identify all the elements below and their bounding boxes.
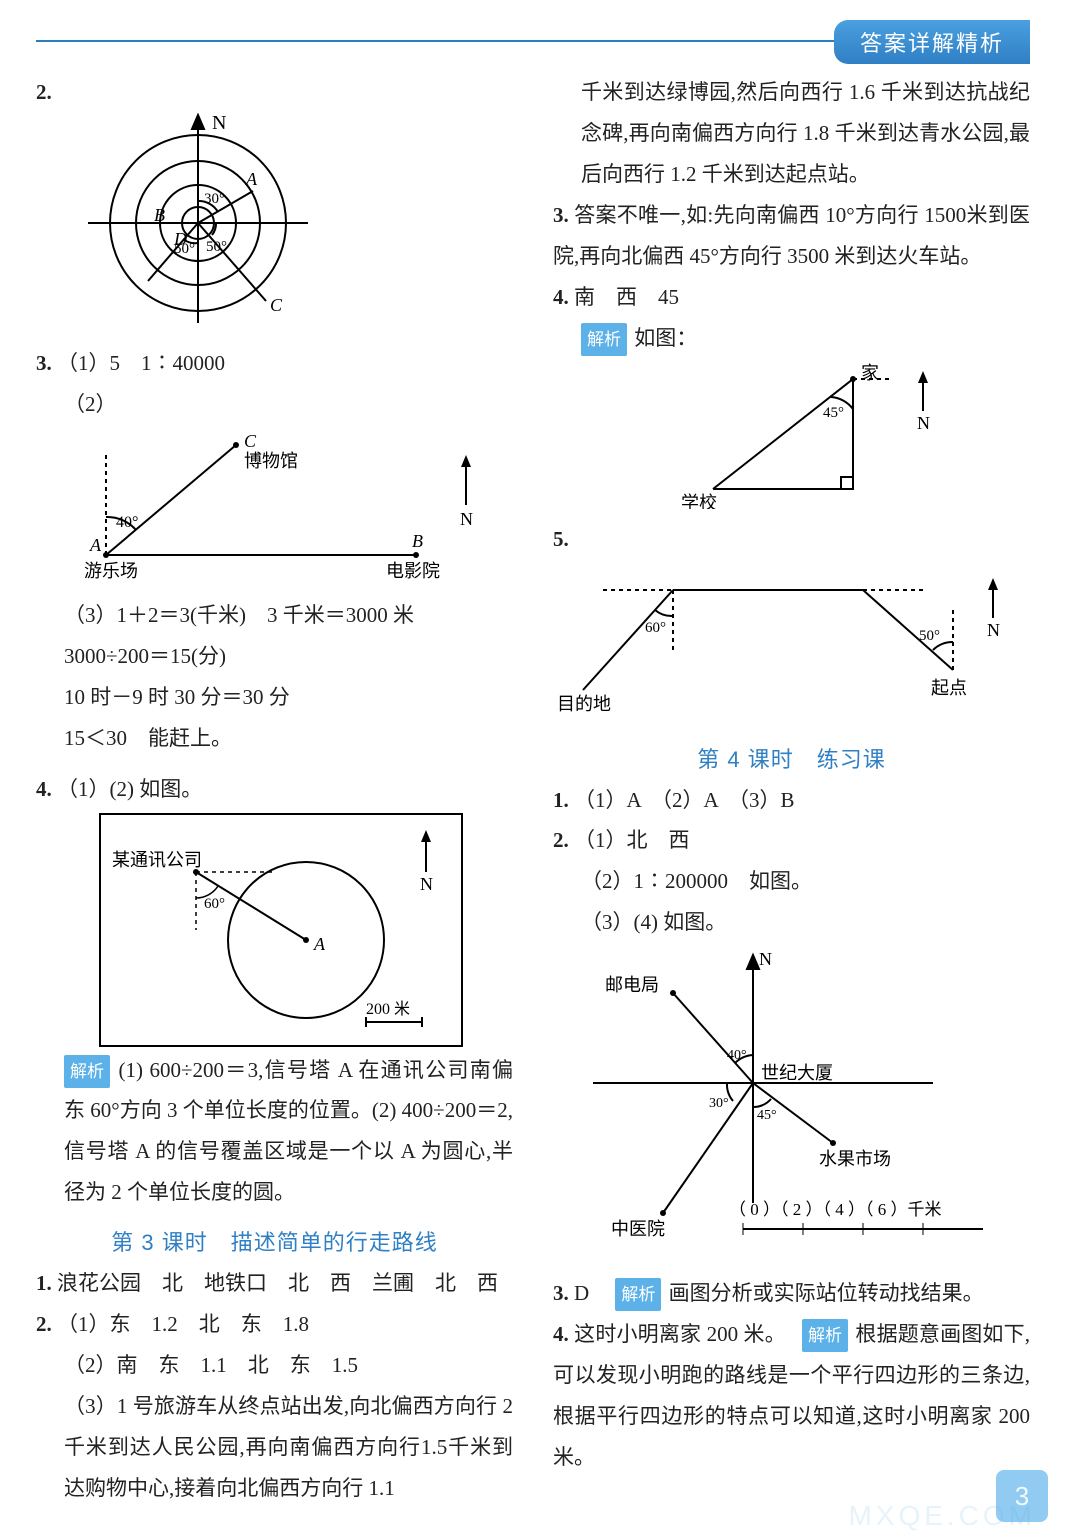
svg-text:N: N [212, 113, 226, 134]
content-columns: 2. N A B C D 30° 50° [36, 72, 1030, 1516]
svg-text:50°: 50° [919, 628, 940, 644]
svg-text:N: N [917, 413, 930, 433]
s4-q2-3: （3）(4) 如图。 [553, 902, 1030, 943]
svg-text:家: 家 [861, 363, 879, 383]
svg-text:30°: 30° [709, 1096, 729, 1111]
q3-p2: （2） [36, 384, 513, 425]
r-q4-ans: 南 西 45 [574, 285, 679, 309]
s4-q1: 1. （1）A （2）A （3）B [553, 780, 1030, 821]
r-q5-diagram: 60° 50° 目的地 起点 N [553, 560, 1013, 730]
svg-text:水果市场: 水果市场 [819, 1149, 891, 1169]
svg-text:A: A [89, 535, 102, 555]
s4-q2-1: 2. （1）北 西 [553, 820, 1030, 861]
cross-map-diagram: N 邮电局 世纪大厦 水果市场 中医院 40° 30° 45° （ 0 ）（ 2… [553, 943, 1013, 1263]
r-q4-diagram: 家 学校 45° N [673, 359, 973, 509]
q2-label: 2. [36, 80, 52, 104]
svg-text:50°: 50° [206, 239, 227, 255]
svg-text:40°: 40° [727, 1048, 747, 1063]
svg-text:A: A [313, 934, 326, 954]
svg-text:目的地: 目的地 [557, 694, 611, 714]
svg-text:（ 0 ）（ 2 ）（ 4 ）（ 6 ）千米: （ 0 ）（ 2 ）（ 4 ）（ 6 ）千米 [729, 1200, 942, 1219]
q3-p1: （1）5 1∶40000 [57, 351, 225, 375]
svg-text:40°: 40° [116, 514, 138, 531]
svg-text:游乐场: 游乐场 [84, 561, 138, 581]
q3-p5: 10 时－9 时 30 分＝30 分 [36, 677, 513, 718]
svg-text:起点: 起点 [931, 678, 967, 698]
r-q4-txt: 如图： [634, 326, 697, 350]
svg-text:某通讯公司: 某通讯公司 [112, 850, 202, 870]
svg-text:200 米: 200 米 [366, 1000, 410, 1018]
q4-exp-text: (1) 600÷200＝3,信号塔 A 在通讯公司南偏东 60°方向 3 个单位… [64, 1058, 513, 1205]
q2: 2. N A B C D 30° 50° [36, 72, 513, 333]
q4-diagram: 某通讯公司 60° A N 200 米 [96, 810, 466, 1050]
q3-p6: 15＜30 能赶上。 [36, 718, 513, 759]
s3-q2-2: （2）南 东 1.1 北 东 1.5 [36, 1345, 513, 1386]
s4-q2-2: （2）1∶200000 如图。 [553, 861, 1030, 902]
svg-text:N: N [420, 874, 433, 894]
s4-diagram: N 邮电局 世纪大厦 水果市场 中医院 40° 30° 45° （ 0 ）（ 2… [553, 943, 1030, 1263]
s3-q2-1: 2. （1）东 1.2 北 东 1.8 [36, 1304, 513, 1345]
q3-diagram: A 游乐场 B 电影院 C 博物馆 40° N [66, 425, 506, 595]
q3-label: 3. [36, 351, 52, 375]
svg-text:电影院: 电影院 [386, 561, 440, 581]
svg-text:N: N [460, 509, 473, 529]
svg-text:60°: 60° [645, 620, 666, 636]
cont1: 千米到达绿博园,然后向西行 1.6 千米到达抗战纪念碑,再向南偏西方向行 1.8… [553, 72, 1030, 195]
svg-text:C: C [270, 295, 283, 315]
q4: 4. （1）(2) 如图。 某通讯公司 60° A N 200 米 [36, 769, 513, 1214]
s3-q2-3: （3）1 号旅游车从终点站出发,向北偏西方向行 2 千米到达人民公园,再向南偏西… [36, 1386, 513, 1509]
svg-text:学校: 学校 [681, 493, 717, 509]
svg-text:C: C [244, 431, 257, 451]
svg-text:60°: 60° [204, 896, 225, 912]
q4-label: 4. [36, 777, 52, 801]
q4-exp: 解析 (1) 600÷200＝3,信号塔 A 在通讯公司南偏东 60°方向 3 … [36, 1050, 513, 1214]
svg-text:邮电局: 邮电局 [605, 975, 659, 995]
q2-diagram: N A B C D 30° 50° 50° [78, 113, 338, 333]
r-q4: 4. 南 西 45 解析 如图： 家 学校 45° N [553, 277, 1030, 509]
svg-text:中医院: 中医院 [611, 1219, 665, 1239]
section-3-title: 第 3 课时 描述简单的行走路线 [36, 1225, 513, 1257]
analysis-tag: 解析 [615, 1278, 661, 1311]
svg-text:45°: 45° [757, 1108, 777, 1123]
q3-p3: （3）1＋2＝3(千米) 3 千米＝3000 米 [36, 595, 513, 636]
r-q5: 5. 60° 50° 目的地 起点 N [553, 519, 1030, 730]
svg-text:博物馆: 博物馆 [244, 451, 298, 471]
svg-text:B: B [412, 531, 423, 551]
q3-p4: 3000÷200＝15(分) [36, 636, 513, 677]
s4-q4: 4. 这时小明离家 200 米。 解析 根据题意画图如下,可以发现小明跑的路线是… [553, 1314, 1030, 1478]
analysis-tag: 解析 [802, 1319, 848, 1352]
page-badge: 3 [996, 1470, 1048, 1522]
s4-q3: 3. D 解析 画图分析或实际站位转动找结果。 [553, 1273, 1030, 1314]
svg-text:45°: 45° [823, 405, 844, 421]
svg-text:N: N [759, 949, 772, 969]
svg-text:30°: 30° [204, 191, 225, 207]
section-4-title: 第 4 课时 练习课 [553, 742, 1030, 774]
svg-text:N: N [987, 620, 1000, 640]
svg-text:50°: 50° [174, 241, 195, 257]
q3: 3. （1）5 1∶40000 （2） A 游乐场 B 电影院 C 博物馆 40… [36, 343, 513, 759]
r-q3: 3. 答案不唯一,如:先向南偏西 10°方向行 1500米到医院,再向北偏西 4… [553, 195, 1030, 277]
s3-q1: 1. 浪花公园 北 地铁口 北 西 兰圃 北 西 [36, 1263, 513, 1304]
svg-text:B: B [154, 205, 165, 225]
header-tab: 答案详解精析 [834, 20, 1030, 64]
q4-p1: （1）(2) 如图。 [57, 777, 202, 801]
analysis-tag: 解析 [581, 323, 627, 356]
svg-text:A: A [245, 169, 258, 189]
analysis-tag: 解析 [64, 1055, 110, 1088]
svg-text:世纪大厦: 世纪大厦 [761, 1063, 833, 1083]
